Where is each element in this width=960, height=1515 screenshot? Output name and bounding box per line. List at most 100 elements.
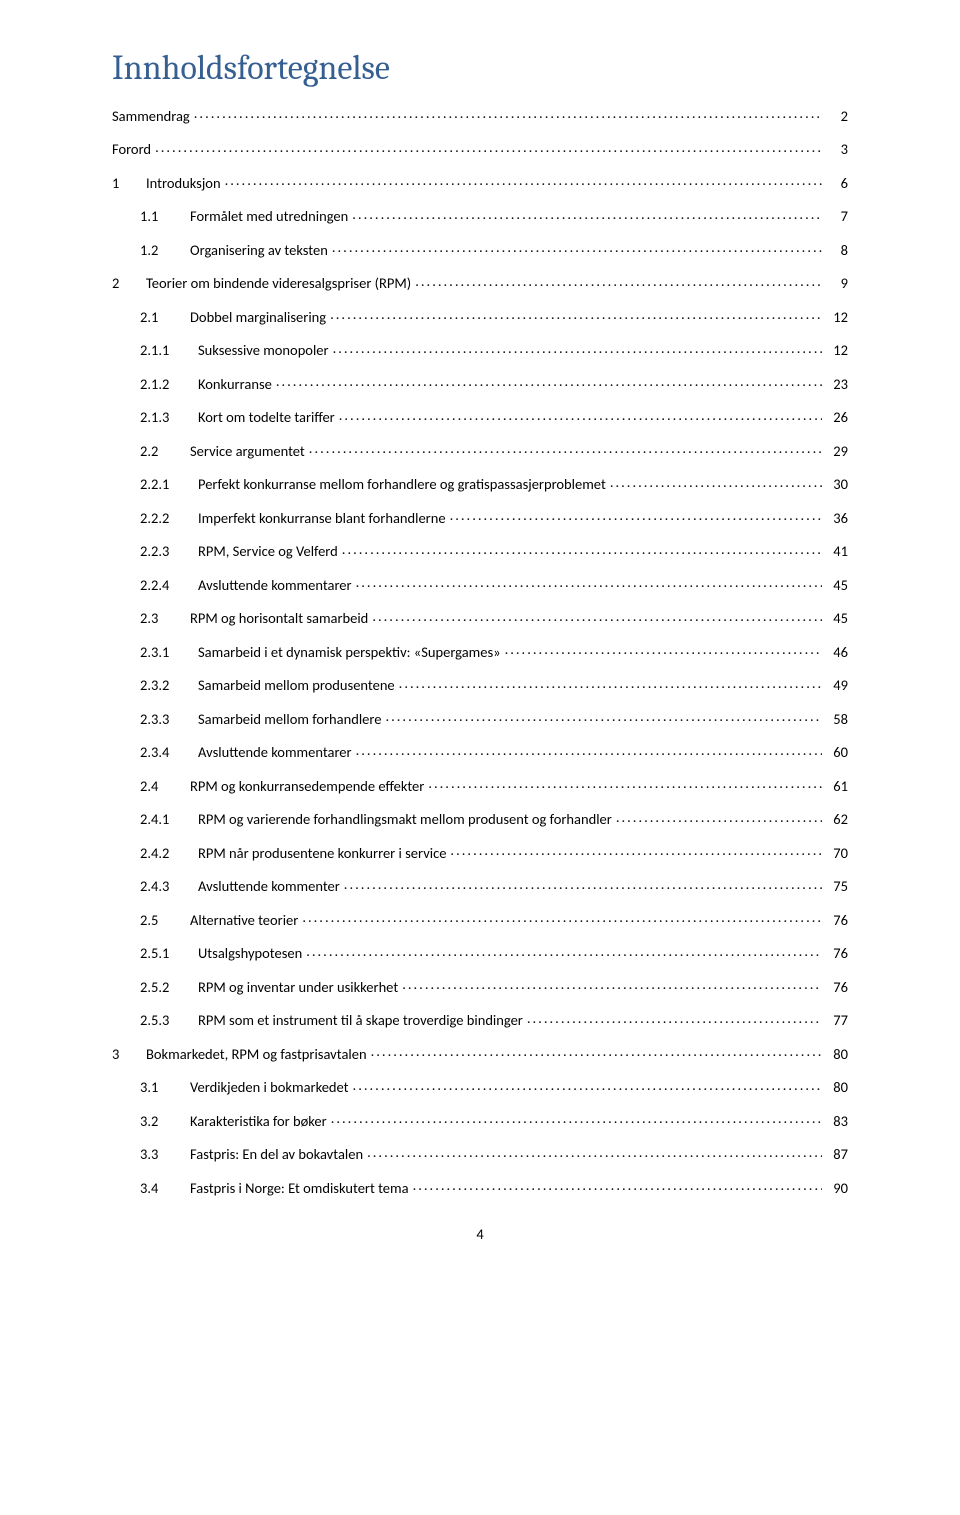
toc-entry[interactable]: 2.4.2RPM når produsentene konkurrer i se…	[112, 843, 848, 860]
toc-entry-label: Forord	[112, 142, 151, 157]
toc-entry-page: 29	[826, 444, 848, 459]
toc-entry-label: Samarbeid i et dynamisk perspektiv: «Sup…	[198, 645, 501, 660]
toc-entry-label: Karakteristika for bøker	[190, 1114, 327, 1129]
toc-entry-number: 2.3.2	[140, 678, 198, 693]
toc-leader-dots	[306, 944, 822, 959]
toc-entry[interactable]: 2Teorier om bindende videresalgspriser (…	[112, 274, 848, 291]
toc-entry[interactable]: 2.2.3RPM, Service og Velferd41	[112, 542, 848, 559]
toc-entry-label: Dobbel marginalisering	[190, 310, 326, 325]
toc-leader-dots	[402, 977, 822, 992]
toc-entry[interactable]: 1.1Formålet med utredningen7	[112, 207, 848, 224]
toc-entry-label: RPM og horisontalt samarbeid	[190, 611, 368, 626]
toc-leader-dots	[356, 575, 822, 590]
toc-leader-dots	[371, 1044, 822, 1059]
toc-entry[interactable]: 2.3.1Samarbeid i et dynamisk perspektiv:…	[112, 642, 848, 659]
toc-entry[interactable]: 2.2.4Avsluttende kommentarer45	[112, 575, 848, 592]
toc-entry-page: 70	[826, 846, 848, 861]
toc-leader-dots	[616, 810, 822, 825]
toc-entry-page: 58	[826, 712, 848, 727]
page-title: Innholdsfortegnelse	[112, 48, 848, 88]
toc-entry[interactable]: 1Introduksjon6	[112, 173, 848, 190]
toc-entry[interactable]: 2.2.2Imperfekt konkurranse blant forhand…	[112, 508, 848, 525]
toc-entry-page: 7	[826, 209, 848, 224]
toc-entry-page: 75	[826, 879, 848, 894]
toc-entry-label: Bokmarkedet, RPM og fastprisavtalen	[146, 1047, 367, 1062]
toc-entry-page: 77	[826, 1013, 848, 1028]
toc-entry[interactable]: 2.3.2Samarbeid mellom produsentene49	[112, 676, 848, 693]
toc-entry[interactable]: 2.5.3RPM som et instrument til å skape t…	[112, 1011, 848, 1028]
toc-entry-page: 49	[826, 678, 848, 693]
toc-entry-label: Konkurranse	[198, 377, 272, 392]
toc-entry-label: RPM og konkurransedempende effekter	[190, 779, 424, 794]
toc-leader-dots	[225, 173, 822, 188]
toc-entry-number: 2	[112, 276, 146, 291]
toc-entry-label: Alternative teorier	[190, 913, 298, 928]
toc-entry[interactable]: Forord3	[112, 140, 848, 157]
toc-leader-dots	[344, 877, 822, 892]
toc-leader-dots	[276, 374, 822, 389]
toc-entry[interactable]: 2.1.3Kort om todelte tariffer26	[112, 408, 848, 425]
toc-entry[interactable]: 3.2Karakteristika for bøker83	[112, 1111, 848, 1128]
toc-entry-label: RPM som et instrument til å skape trover…	[198, 1013, 523, 1028]
toc-entry-page: 45	[826, 611, 848, 626]
toc-entry[interactable]: 2.5Alternative teorier76	[112, 910, 848, 927]
toc-entry[interactable]: 1.2Organisering av teksten8	[112, 240, 848, 257]
toc-leader-dots	[330, 307, 822, 322]
toc-entry-number: 2.2.1	[140, 477, 198, 492]
toc-entry-label: Verdikjeden i bokmarkedet	[190, 1080, 349, 1095]
toc-entry-page: 6	[826, 176, 848, 191]
toc-entry[interactable]: 2.4.1RPM og varierende forhandlingsmakt …	[112, 810, 848, 827]
toc-entry[interactable]: 2.1.1Suksessive monopoler12	[112, 341, 848, 358]
toc-entry-label: RPM, Service og Velferd	[198, 544, 338, 559]
toc-entry-page: 60	[826, 745, 848, 760]
toc-entry-page: 80	[826, 1047, 848, 1062]
toc-entry-label: Avsluttende kommentarer	[198, 578, 352, 593]
toc-entry-label: Teorier om bindende videresalgspriser (R…	[146, 276, 411, 291]
toc-leader-dots	[428, 776, 822, 791]
toc-leader-dots	[385, 709, 822, 724]
toc-entry-label: Kort om todelte tariffer	[198, 410, 335, 425]
toc-entry-number: 1	[112, 176, 146, 191]
toc-leader-dots	[367, 1145, 822, 1160]
toc-entry[interactable]: 2.5.1Utsalgshypotesen76	[112, 944, 848, 961]
toc-entry[interactable]: 2.1Dobbel marginalisering12	[112, 307, 848, 324]
toc-entry-number: 2.3.4	[140, 745, 198, 760]
toc-entry-label: Service argumentet	[190, 444, 305, 459]
toc-leader-dots	[194, 106, 822, 121]
toc-entry-number: 2.4.2	[140, 846, 198, 861]
toc-entry-label: Sammendrag	[112, 109, 190, 124]
toc-entry[interactable]: 3.1Verdikjeden i bokmarkedet80	[112, 1078, 848, 1095]
toc-entry[interactable]: 2.3.4Avsluttende kommentarer60	[112, 743, 848, 760]
toc-entry[interactable]: 2.3.3Samarbeid mellom forhandlere58	[112, 709, 848, 726]
toc-entry[interactable]: 2.5.2RPM og inventar under usikkerhet76	[112, 977, 848, 994]
toc-entry[interactable]: Sammendrag2	[112, 106, 848, 123]
toc-entry[interactable]: 3Bokmarkedet, RPM og fastprisavtalen 80	[112, 1044, 848, 1061]
toc-entry-number: 2.2	[140, 444, 190, 459]
toc-leader-dots	[450, 843, 822, 858]
toc-entry[interactable]: 2.3RPM og horisontalt samarbeid45	[112, 609, 848, 626]
toc-entry-number: 2.4.3	[140, 879, 198, 894]
toc-leader-dots	[610, 475, 822, 490]
toc-entry-page: 26	[826, 410, 848, 425]
toc-entry-number: 3	[112, 1047, 146, 1062]
toc-entry-label: Avsluttende kommenter	[198, 879, 340, 894]
toc-entry[interactable]: 3.4Fastpris i Norge: Et omdiskutert tema…	[112, 1178, 848, 1195]
toc-entry[interactable]: 2.4.3Avsluttende kommenter 75	[112, 877, 848, 894]
toc-entry[interactable]: 2.2Service argumentet 29	[112, 441, 848, 458]
toc-entry-number: 2.5	[140, 913, 190, 928]
toc-leader-dots	[155, 140, 822, 155]
toc-entry[interactable]: 2.1.2Konkurranse23	[112, 374, 848, 391]
toc-entry[interactable]: 3.3Fastpris: En del av bokavtalen87	[112, 1145, 848, 1162]
toc-entry-label: Formålet med utredningen	[190, 209, 348, 224]
toc-entry-label: Perfekt konkurranse mellom forhandlere o…	[198, 477, 606, 492]
toc-entry-number: 3.2	[140, 1114, 190, 1129]
toc-entry-page: 80	[826, 1080, 848, 1095]
toc-entry-number: 2.2.2	[140, 511, 198, 526]
toc-leader-dots	[331, 1111, 822, 1126]
toc-entry-number: 2.3.1	[140, 645, 198, 660]
toc-entry[interactable]: 2.4RPM og konkurransedempende effekter61	[112, 776, 848, 793]
toc-entry[interactable]: 2.2.1Perfekt konkurranse mellom forhandl…	[112, 475, 848, 492]
toc-entry-number: 3.4	[140, 1181, 190, 1196]
toc-leader-dots	[339, 408, 822, 423]
toc-leader-dots	[399, 676, 822, 691]
